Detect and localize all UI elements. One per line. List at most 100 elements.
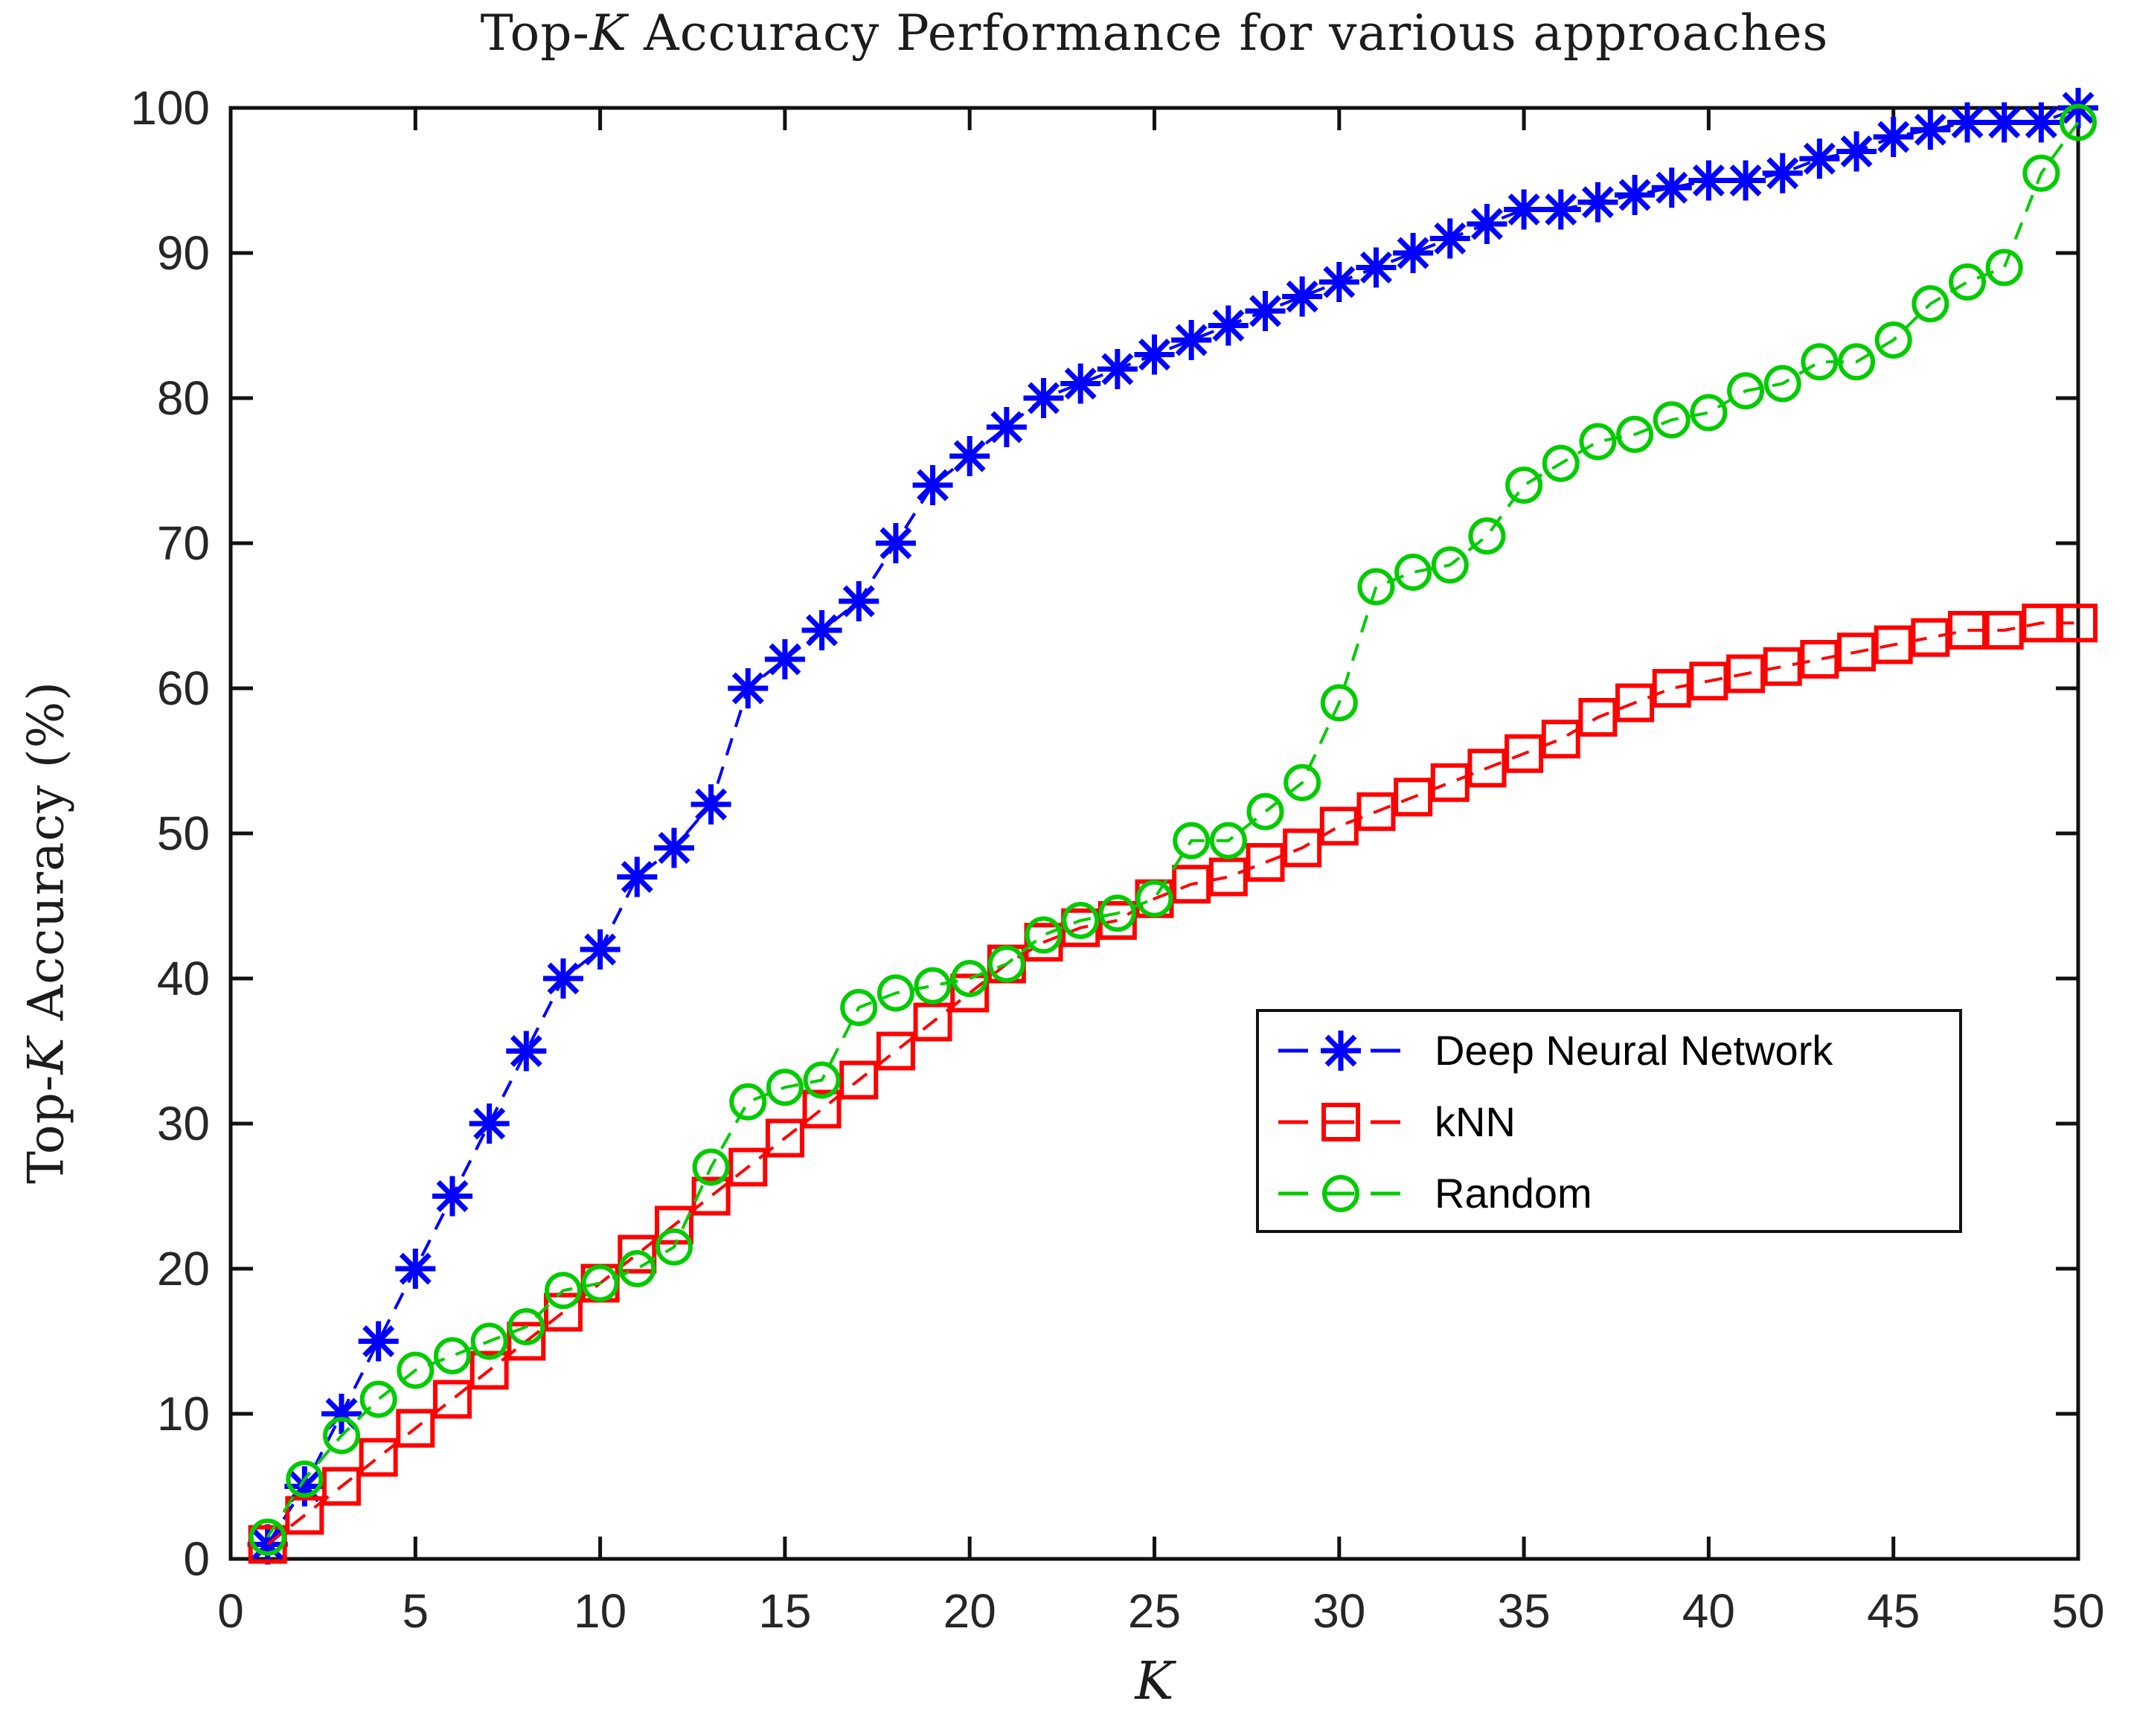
y-tick-label: 40 — [157, 952, 210, 1005]
asterisk-marker — [1028, 382, 1060, 414]
asterisk-marker — [1766, 157, 1799, 190]
circle-marker — [1912, 285, 1949, 323]
square-marker — [543, 1293, 583, 1332]
circle-marker — [1505, 467, 1543, 504]
asterisk-marker — [842, 585, 875, 618]
x-tick-label: 20 — [943, 1584, 996, 1638]
square-marker — [2022, 603, 2061, 643]
asterisk-marker — [1581, 186, 1614, 219]
circle-marker — [1579, 423, 1617, 461]
asterisk-marker — [695, 788, 728, 821]
chart-title: Top-K Accuracy Performance for various a… — [480, 4, 1829, 62]
square-marker — [321, 1467, 361, 1506]
asterisk-marker — [1545, 193, 1577, 225]
circle-marker — [359, 1380, 397, 1418]
asterisk-marker — [1803, 142, 1836, 175]
circle-marker — [286, 1460, 324, 1498]
square-marker — [1356, 792, 1396, 831]
circle-marker — [1246, 792, 1284, 830]
asterisk-marker — [1359, 252, 1392, 284]
square-marker — [876, 1031, 915, 1071]
circle-marker — [470, 1322, 508, 1360]
y-tick-label: 0 — [183, 1532, 210, 1586]
circle-marker — [1690, 394, 1728, 432]
square-marker — [1541, 720, 1580, 759]
square-marker — [802, 1089, 842, 1129]
x-tick-label: 25 — [1128, 1584, 1181, 1638]
circle-marker — [1431, 546, 1469, 584]
circle-marker — [1653, 401, 1691, 439]
asterisk-marker — [251, 1528, 284, 1560]
asterisk-marker — [1840, 135, 1873, 167]
square-marker — [1172, 865, 1211, 904]
circle-marker — [507, 1308, 545, 1345]
asterisk-marker — [399, 1252, 432, 1285]
x-axis-label: K — [1135, 1650, 1174, 1711]
asterisk-marker — [1323, 266, 1356, 298]
asterisk-marker — [288, 1470, 321, 1502]
y-tick-label: 80 — [157, 371, 210, 425]
square-marker — [1763, 647, 1802, 686]
asterisk-marker — [1914, 113, 1946, 146]
square-marker — [1837, 632, 1877, 672]
circle-marker — [766, 1069, 804, 1106]
square-marker — [913, 1002, 952, 1042]
square-marker — [1467, 749, 1507, 788]
y-tick-label: 30 — [157, 1097, 210, 1150]
asterisk-marker — [510, 1035, 542, 1067]
asterisk-marker — [731, 672, 764, 705]
series-line-random — [266, 121, 2080, 1538]
asterisk-marker — [1729, 164, 1762, 196]
circle-marker — [1838, 343, 1876, 381]
circle-marker — [914, 967, 952, 1005]
asterisk-marker — [1470, 208, 1503, 240]
circle-marker — [2060, 103, 2097, 141]
circle-marker — [1209, 821, 1247, 859]
circle-marker — [618, 1250, 656, 1287]
circle-marker — [249, 1518, 286, 1556]
square-marker — [285, 1496, 324, 1535]
circle-marker — [692, 1148, 730, 1186]
asterisk-marker — [1212, 310, 1245, 342]
circle-marker — [1542, 444, 1580, 482]
x-tick-label: 35 — [1498, 1584, 1551, 1638]
circle-marker — [1284, 763, 1321, 801]
square-marker — [1948, 611, 1987, 650]
circle-marker — [1949, 263, 1987, 301]
square-marker — [507, 1322, 546, 1361]
y-tick-label: 90 — [157, 226, 210, 280]
asterisk-marker — [1877, 121, 1910, 153]
square-marker — [1578, 698, 1618, 737]
square-marker — [1689, 662, 1728, 701]
circle-marker — [1098, 894, 1136, 932]
legend-entry-label: Deep Neural Network — [1435, 1027, 1833, 1074]
circle-marker — [1801, 343, 1839, 381]
square-marker — [1208, 857, 1248, 897]
x-tick-label: 10 — [574, 1584, 627, 1638]
x-tick-label: 15 — [758, 1584, 811, 1638]
square-marker — [432, 1380, 472, 1419]
asterisk-marker — [1507, 193, 1540, 225]
circle-marker — [1322, 1175, 1359, 1212]
asterisk-marker — [621, 861, 653, 893]
circle-marker — [1468, 517, 1506, 555]
square-marker — [950, 973, 990, 1013]
circle-marker — [1025, 916, 1063, 954]
square-marker — [1911, 618, 1950, 657]
square-marker — [765, 1118, 804, 1158]
circle-marker — [1985, 249, 2023, 286]
asterisk-marker — [1249, 295, 1281, 327]
asterisk-marker — [473, 1107, 506, 1140]
square-marker — [1394, 778, 1433, 817]
circle-marker — [322, 1417, 360, 1455]
circle-marker — [803, 1061, 841, 1099]
circle-marker — [581, 1264, 619, 1302]
y-tick-label: 70 — [157, 516, 210, 570]
asterisk-marker — [1286, 281, 1318, 313]
circle-marker — [877, 974, 914, 1012]
asterisk-marker — [1656, 171, 1688, 204]
asterisk-marker — [362, 1325, 395, 1357]
circle-marker — [544, 1272, 582, 1310]
asterisk-marker — [879, 527, 912, 560]
asterisk-marker — [1618, 179, 1651, 211]
